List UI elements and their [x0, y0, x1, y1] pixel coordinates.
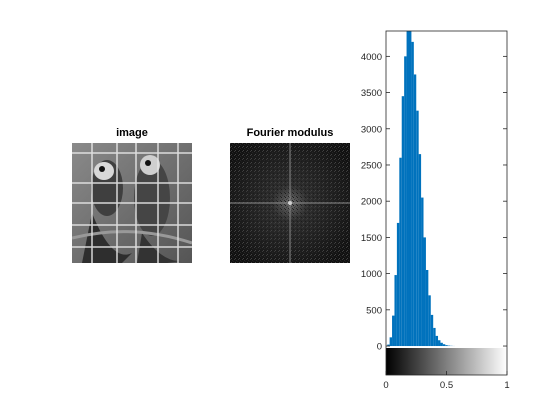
parrot-image-graphic [72, 143, 192, 263]
histogram-bar [418, 154, 422, 347]
histogram-bar [392, 315, 395, 347]
x-axis: 0 0.5 1 [383, 371, 510, 391]
image-title: image [116, 127, 148, 139]
histogram-bar [413, 74, 417, 347]
colorbar [386, 348, 507, 375]
fourier-modulus-graphic [230, 143, 350, 263]
y-tick-label: 1000 [361, 269, 382, 280]
y-tick-label: 3000 [361, 124, 382, 135]
histogram-bars [387, 31, 455, 347]
histogram-bar [438, 340, 441, 347]
histogram-bar [430, 314, 434, 347]
histogram-bar [425, 269, 429, 347]
histogram-bar [401, 96, 405, 347]
x-tick-label: 1 [504, 380, 509, 391]
y-tick-label: 4000 [361, 52, 382, 63]
histogram-bar [406, 31, 409, 347]
histogram-bar [411, 41, 414, 347]
fourier-modulus-image [230, 143, 350, 263]
histogram-bar [423, 237, 426, 347]
y-tick-label: 500 [366, 305, 382, 316]
histogram-bar [428, 295, 431, 347]
y-tick-label: 3500 [361, 88, 382, 99]
histogram-bar [404, 56, 407, 347]
x-tick-label: 0.5 [440, 380, 453, 391]
histogram-bar [416, 110, 419, 347]
histogram-bar [394, 275, 397, 347]
histogram-bar [442, 344, 446, 347]
histogram-bar [433, 327, 436, 347]
y-tick-label: 1500 [361, 233, 382, 244]
histogram-bar [440, 342, 443, 347]
x-tick-label: 0 [383, 380, 388, 391]
y-tick-label: 2500 [361, 160, 382, 171]
histogram-bar [396, 222, 400, 347]
histogram-bar [389, 337, 393, 347]
histogram-bar [445, 345, 448, 347]
y-tick-label: 2000 [361, 197, 382, 208]
parrot-image [72, 143, 192, 263]
y-axis: 0 500 1000 1500 2000 2500 3000 3500 4000 [361, 52, 507, 353]
histogram-bar [435, 335, 439, 347]
histogram-bar [421, 197, 424, 347]
fourier-title: Fourier modulus [246, 127, 334, 139]
histogram-bar [408, 31, 412, 347]
histogram-bar [387, 344, 390, 347]
histogram-bar [399, 157, 402, 347]
y-tick-label: 0 [377, 342, 382, 353]
